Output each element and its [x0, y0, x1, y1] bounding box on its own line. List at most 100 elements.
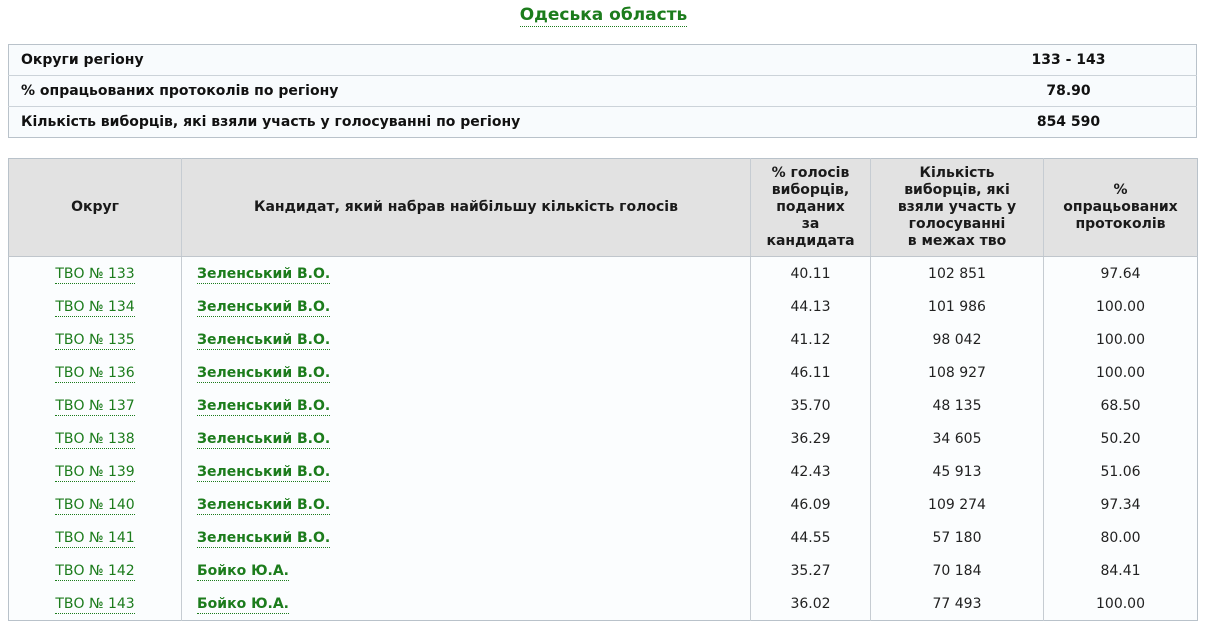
district-link[interactable]: ТВО № 133 [55, 265, 135, 284]
candidate-link[interactable]: Зеленський В.О. [197, 430, 331, 449]
results-table-body: ТВО № 133 Зеленський В.О. 40.11 102 851 … [9, 256, 1198, 621]
voters-count-cell: 108 927 [870, 356, 1044, 389]
results-table: Округ Кандидат, який набрав найбільшу кі… [8, 158, 1198, 621]
candidate-cell: Зеленський В.О. [181, 455, 751, 488]
district-link[interactable]: ТВО № 134 [55, 298, 135, 317]
summary-row: Округи регіону 133 - 143 [9, 45, 1197, 76]
district-link[interactable]: ТВО № 138 [55, 430, 135, 449]
candidate-cell: Бойко Ю.А. [181, 554, 751, 587]
column-header-percent-protocols: % опрацьованих протоколів [1043, 158, 1198, 257]
candidate-link[interactable]: Зеленський В.О. [197, 298, 331, 317]
voters-count-cell: 98 042 [870, 323, 1044, 356]
candidate-cell: Зеленський В.О. [181, 422, 751, 455]
candidate-link[interactable]: Зеленський В.О. [197, 463, 331, 482]
summary-label: Кількість виборців, які взяли участь у г… [8, 106, 941, 138]
percent-protocols-cell: 97.34 [1043, 488, 1198, 521]
district-cell: ТВО № 143 [9, 587, 182, 621]
percent-protocols-cell: 84.41 [1043, 554, 1198, 587]
candidate-cell: Зеленський В.О. [181, 389, 751, 422]
percent-votes-cell: 42.43 [750, 455, 871, 488]
table-row: ТВО № 136 Зеленський В.О. 46.11 108 927 … [9, 356, 1198, 389]
column-header-percent-votes: % голосів виборців, поданих за кандидата [750, 158, 871, 257]
voters-count-cell: 101 986 [870, 290, 1044, 323]
summary-value: 78.90 [941, 75, 1197, 107]
percent-votes-cell: 36.29 [750, 422, 871, 455]
district-cell: ТВО № 137 [9, 389, 182, 422]
summary-row: Кількість виборців, які взяли участь у г… [8, 106, 1197, 138]
district-link[interactable]: ТВО № 143 [55, 595, 135, 614]
district-link[interactable]: ТВО № 142 [55, 562, 135, 581]
column-header-voters-count: Кількість виборців, які взяли участь у г… [870, 158, 1044, 257]
percent-protocols-cell: 100.00 [1043, 356, 1198, 389]
district-cell: ТВО № 139 [9, 455, 182, 488]
percent-protocols-cell: 50.20 [1043, 422, 1198, 455]
percent-protocols-cell: 100.00 [1043, 290, 1198, 323]
candidate-link[interactable]: Зеленський В.О. [197, 364, 331, 383]
percent-votes-cell: 44.13 [750, 290, 871, 323]
candidate-link[interactable]: Зеленський В.О. [197, 496, 331, 515]
voters-count-cell: 102 851 [870, 256, 1044, 290]
table-row: ТВО № 142 Бойко Ю.А. 35.27 70 184 84.41 [9, 554, 1198, 587]
percent-votes-cell: 35.70 [750, 389, 871, 422]
candidate-link[interactable]: Зеленський В.О. [197, 265, 331, 284]
district-link[interactable]: ТВО № 135 [55, 331, 135, 350]
percent-votes-cell: 44.55 [750, 521, 871, 554]
district-cell: ТВО № 141 [9, 521, 182, 554]
column-header-candidate: Кандидат, який набрав найбільшу кількіст… [181, 158, 751, 257]
table-row: ТВО № 133 Зеленський В.О. 40.11 102 851 … [9, 256, 1198, 291]
table-row: ТВО № 143 Бойко Ю.А. 36.02 77 493 100.00 [9, 587, 1198, 621]
table-row: ТВО № 135 Зеленський В.О. 41.12 98 042 1… [9, 323, 1198, 356]
percent-votes-cell: 46.11 [750, 356, 871, 389]
percent-votes-cell: 41.12 [750, 323, 871, 356]
candidate-link[interactable]: Зеленський В.О. [197, 529, 331, 548]
percent-votes-cell: 46.09 [750, 488, 871, 521]
page-header: Одеська область [0, 0, 1207, 27]
district-link[interactable]: ТВО № 137 [55, 397, 135, 416]
percent-protocols-cell: 100.00 [1043, 323, 1198, 356]
district-link[interactable]: ТВО № 136 [55, 364, 135, 383]
candidate-cell: Зеленський В.О. [181, 521, 751, 554]
voters-count-cell: 109 274 [870, 488, 1044, 521]
candidate-cell: Зеленський В.О. [181, 488, 751, 521]
candidate-cell: Зеленський В.О. [181, 323, 751, 356]
voters-count-cell: 77 493 [870, 587, 1044, 621]
table-row: ТВО № 140 Зеленський В.О. 46.09 109 274 … [9, 488, 1198, 521]
percent-protocols-cell: 97.64 [1043, 256, 1198, 290]
percent-votes-cell: 40.11 [750, 256, 871, 290]
table-row: ТВО № 141 Зеленський В.О. 44.55 57 180 8… [9, 521, 1198, 554]
percent-protocols-cell: 100.00 [1043, 587, 1198, 621]
district-cell: ТВО № 135 [9, 323, 182, 356]
candidate-link[interactable]: Бойко Ю.А. [197, 562, 289, 581]
candidate-link[interactable]: Бойко Ю.А. [197, 595, 289, 614]
summary-row: % опрацьованих протоколів по регіону 78.… [8, 75, 1197, 107]
header-row: Округ Кандидат, який набрав найбільшу кі… [8, 158, 1198, 257]
district-link[interactable]: ТВО № 141 [55, 529, 135, 548]
candidate-link[interactable]: Зеленський В.О. [197, 397, 331, 416]
voters-count-cell: 45 913 [870, 455, 1044, 488]
region-summary-body: Округи регіону 133 - 143 % опрацьованих … [8, 45, 1197, 138]
district-cell: ТВО № 134 [9, 290, 182, 323]
district-link[interactable]: ТВО № 140 [55, 496, 135, 515]
percent-votes-cell: 36.02 [750, 587, 871, 621]
district-cell: ТВО № 142 [9, 554, 182, 587]
district-cell: ТВО № 138 [9, 422, 182, 455]
candidate-cell: Бойко Ю.А. [181, 587, 751, 621]
district-cell: ТВО № 133 [9, 257, 182, 291]
percent-votes-cell: 35.27 [750, 554, 871, 587]
candidate-link[interactable]: Зеленський В.О. [197, 331, 331, 350]
candidate-cell: Зеленський В.О. [181, 356, 751, 389]
table-row: ТВО № 137 Зеленський В.О. 35.70 48 135 6… [9, 389, 1198, 422]
results-table-header: Округ Кандидат, який набрав найбільшу кі… [8, 158, 1198, 257]
district-link[interactable]: ТВО № 139 [55, 463, 135, 482]
table-row: ТВО № 134 Зеленський В.О. 44.13 101 986 … [9, 290, 1198, 323]
percent-protocols-cell: 80.00 [1043, 521, 1198, 554]
voters-count-cell: 48 135 [870, 389, 1044, 422]
table-row: ТВО № 138 Зеленський В.О. 36.29 34 605 5… [9, 422, 1198, 455]
percent-protocols-cell: 51.06 [1043, 455, 1198, 488]
voters-count-cell: 57 180 [870, 521, 1044, 554]
candidate-cell: Зеленський В.О. [181, 290, 751, 323]
region-title-link[interactable]: Одеська область [519, 5, 688, 27]
candidate-cell: Зеленський В.О. [181, 256, 751, 290]
summary-label: Округи регіону [21, 52, 144, 68]
